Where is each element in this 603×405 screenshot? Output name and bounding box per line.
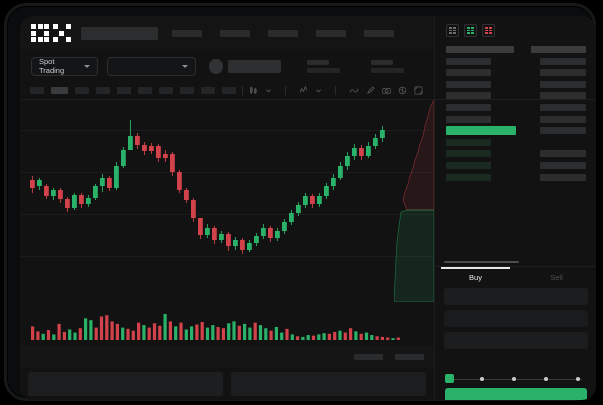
fullscreen-icon[interactable] xyxy=(414,86,423,95)
order-book-scrollbar[interactable] xyxy=(444,261,519,263)
tab-sell-label: Sell xyxy=(550,273,563,282)
price-chart[interactable] xyxy=(20,100,434,302)
candlestick-series xyxy=(30,120,385,254)
slider-step-50[interactable] xyxy=(512,376,516,381)
tab-sell[interactable]: Sell xyxy=(516,267,596,288)
trading-pair-select[interactable] xyxy=(106,56,196,76)
volume-series xyxy=(31,313,400,340)
pair-name-placeholder xyxy=(228,59,281,73)
trendline-icon[interactable] xyxy=(349,86,359,95)
order-book-ask-row[interactable] xyxy=(435,56,596,68)
device-bezel: Spot Trading xyxy=(4,3,596,401)
chart-tools xyxy=(249,86,423,95)
slider-step-100[interactable] xyxy=(576,376,580,381)
gridline xyxy=(20,130,434,131)
timeframe-8[interactable] xyxy=(201,87,215,94)
search-input[interactable] xyxy=(80,26,158,40)
toolbar-divider xyxy=(285,86,286,95)
order-book-rows[interactable] xyxy=(435,44,596,183)
timeframe-2[interactable] xyxy=(75,87,89,94)
order-book-bid-row[interactable] xyxy=(435,172,596,184)
order-field-2[interactable] xyxy=(444,332,588,349)
timeframe-6[interactable] xyxy=(159,87,173,94)
nav-item-1[interactable] xyxy=(219,29,250,37)
bottom-panel-1[interactable] xyxy=(231,372,426,396)
bids-depth-icon[interactable] xyxy=(464,24,477,37)
pencil-icon[interactable] xyxy=(366,86,375,95)
order-book-view-modes xyxy=(446,24,596,37)
order-book-bid-row[interactable] xyxy=(435,160,596,172)
order-book-header-row xyxy=(435,44,596,56)
timeframe-3[interactable] xyxy=(96,87,110,94)
order-side-tabs: Buy Sell xyxy=(435,266,596,288)
asks-depth-icon[interactable] xyxy=(482,24,495,37)
toolbar-divider xyxy=(335,86,336,95)
order-book-ask-row[interactable] xyxy=(435,67,596,79)
slider-handle[interactable] xyxy=(445,374,454,383)
bottom-panel-0[interactable] xyxy=(28,372,223,396)
market-stat-1 xyxy=(371,59,404,73)
app-screen: Spot Trading xyxy=(20,16,596,400)
order-form xyxy=(435,288,596,354)
volume-chart xyxy=(20,302,434,346)
order-book-ask-row[interactable] xyxy=(435,114,596,126)
toolbar-divider xyxy=(242,86,243,95)
both-depth-icon[interactable] xyxy=(446,24,459,37)
timeframe-1[interactable] xyxy=(51,87,68,94)
timeframe-4[interactable] xyxy=(117,87,131,94)
order-book-bid-row[interactable] xyxy=(435,148,596,160)
okx-logo-icon[interactable] xyxy=(31,24,71,42)
nav-item-0[interactable] xyxy=(171,29,202,37)
bottom-action-1[interactable] xyxy=(395,354,424,360)
order-book-ask-row[interactable] xyxy=(435,102,596,114)
chevron-down-icon[interactable] xyxy=(265,87,272,94)
candlestick-type-icon[interactable] xyxy=(249,86,258,95)
product-type-select[interactable]: Spot Trading xyxy=(31,56,98,76)
nav-item-2[interactable] xyxy=(267,29,298,37)
coin-avatar xyxy=(208,58,224,74)
bottom-tabs-right xyxy=(354,354,424,360)
order-field-1[interactable] xyxy=(444,310,588,327)
chart-toolbar xyxy=(20,82,434,100)
bottom-action-0[interactable] xyxy=(354,354,383,360)
indicator-icon[interactable] xyxy=(299,86,308,95)
market-depth-overlay xyxy=(394,100,434,302)
gridline xyxy=(20,214,434,215)
timeframe-5[interactable] xyxy=(138,87,152,94)
bottom-panels xyxy=(20,368,434,400)
chevron-down-icon[interactable] xyxy=(315,87,322,94)
amount-slider[interactable] xyxy=(445,374,587,384)
tab-buy[interactable]: Buy xyxy=(435,267,516,288)
market-stat-0 xyxy=(307,59,340,73)
order-field-0[interactable] xyxy=(444,288,588,305)
nav-item-4[interactable] xyxy=(363,29,394,37)
camera-icon[interactable] xyxy=(382,86,391,95)
chevron-down-icon xyxy=(181,64,188,68)
tab-buy-label: Buy xyxy=(469,273,482,282)
gridline xyxy=(20,172,434,173)
slider-track xyxy=(450,378,582,380)
order-book-ask-row[interactable] xyxy=(435,79,596,91)
settings-icon[interactable] xyxy=(398,86,407,95)
right-panel: Buy Sell xyxy=(434,16,596,400)
order-book-mid-price-row[interactable] xyxy=(435,125,596,137)
order-book-ask-row[interactable] xyxy=(435,90,596,102)
slider-step-75[interactable] xyxy=(544,376,548,381)
timeframe-9[interactable] xyxy=(222,87,236,94)
submit-order-button[interactable] xyxy=(445,388,587,400)
nav-item-3[interactable] xyxy=(315,29,346,37)
timeframe-0[interactable] xyxy=(30,87,44,94)
main-nav xyxy=(171,29,394,37)
timeframe-7[interactable] xyxy=(180,87,194,94)
order-book xyxy=(435,16,596,263)
gridline xyxy=(20,256,434,257)
product-type-label: Spot Trading xyxy=(39,57,65,75)
bottom-tabs xyxy=(20,346,434,370)
chevron-down-icon xyxy=(83,64,90,68)
active-tab-underline xyxy=(441,267,510,269)
slider-step-25[interactable] xyxy=(480,376,484,381)
order-book-bid-row[interactable] xyxy=(435,137,596,149)
timeframe-group xyxy=(30,87,236,94)
